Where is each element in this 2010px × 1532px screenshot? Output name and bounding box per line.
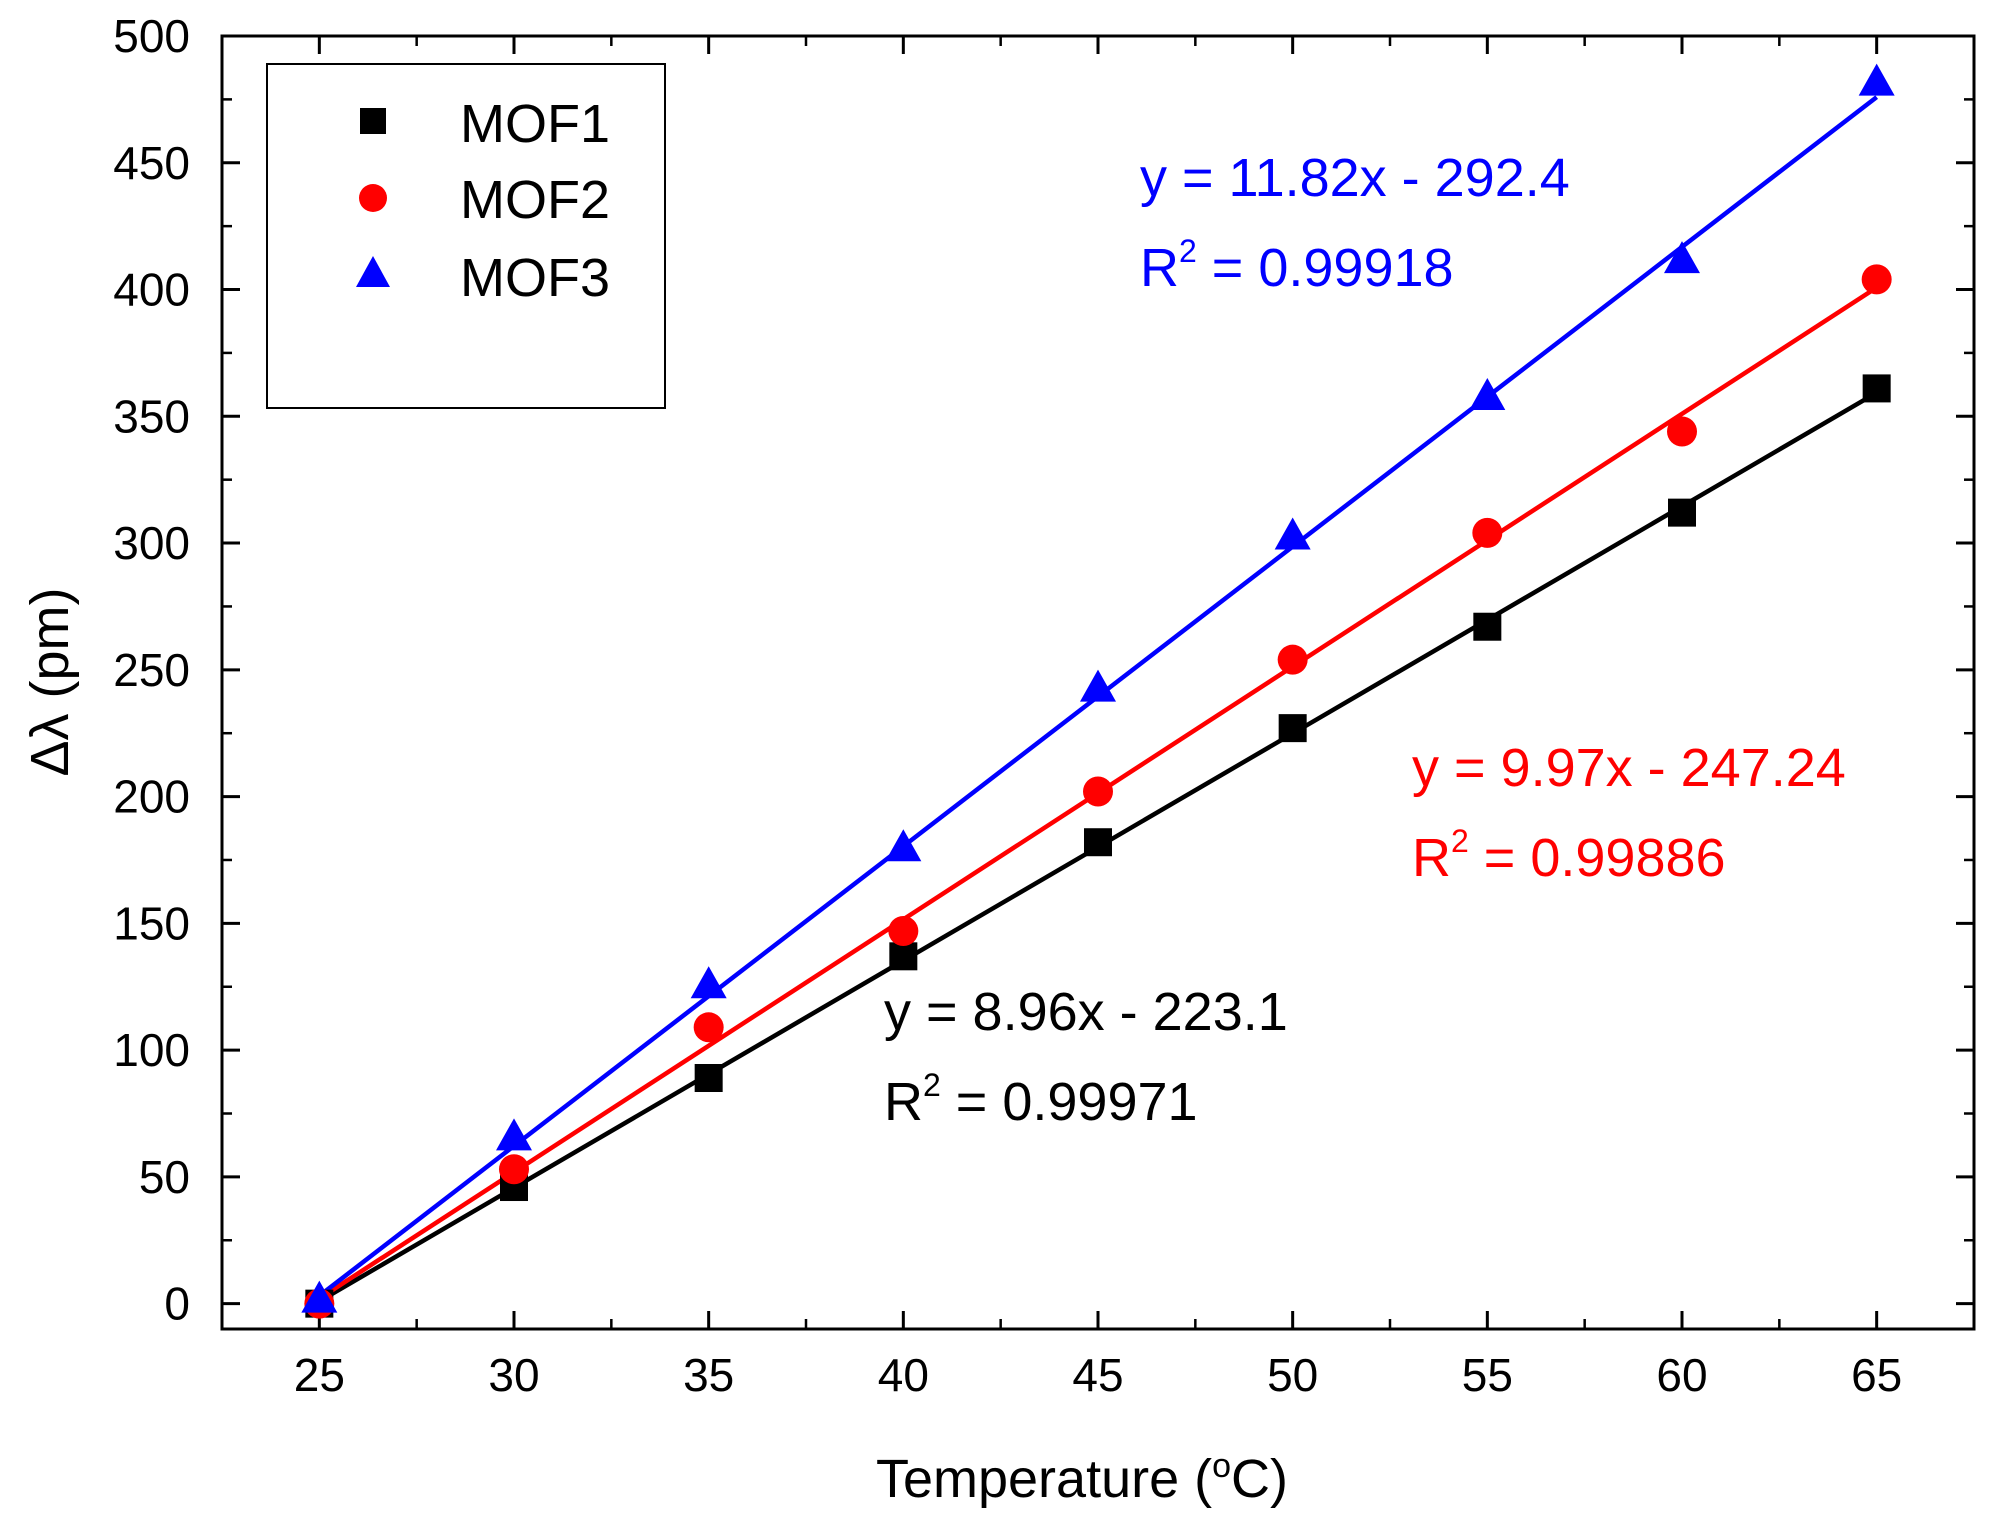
fit-annotation-mof1: y = 8.96x - 223.1 R2 = 0.99971 [884,982,1288,1132]
x-tick-label: 55 [1462,1349,1513,1401]
legend: MOF1 MOF2 MOF3 [266,63,666,409]
legend-marker-mof1 [360,108,386,134]
data-point-mof2 [1083,776,1113,807]
data-point-mof2 [1667,416,1697,447]
y-tick-label: 300 [113,517,190,569]
data-markers [301,63,1895,1319]
data-point-mof2 [1861,264,1892,295]
y-tick-label: 50 [139,1151,190,1203]
x-tick-label: 25 [294,1349,345,1401]
fit-r2-mof1: R2 = 0.99971 [884,1067,1198,1132]
data-point-mof3 [496,1118,532,1151]
data-point-mof3 [301,1280,338,1313]
fit-r2-mof3: R2 = 0.99918 [1140,233,1454,298]
data-point-mof1 [694,1064,723,1093]
y-tick-label: 350 [113,390,190,442]
legend-box [266,63,666,409]
x-tick-label: 35 [683,1349,734,1401]
x-tick-label: 30 [488,1349,539,1401]
data-point-mof1 [1668,498,1696,527]
y-tick-label: 500 [113,10,190,62]
data-point-mof2 [1472,517,1503,548]
data-point-mof1 [1473,612,1502,641]
x-tick-label: 50 [1267,1349,1318,1401]
fit-equation-mof2: y = 9.97x - 247.24 [1412,738,1846,798]
legend-marker-mof2 [359,184,387,212]
data-point-mof3 [690,966,727,999]
x-axis-label-superscript: o [1212,1447,1231,1485]
x-tick-label: 60 [1656,1349,1707,1401]
data-point-mof3 [1664,241,1700,274]
y-tick-label: 200 [113,771,190,823]
data-point-mof1 [1862,374,1891,403]
fit-equation-mof1: y = 8.96x - 223.1 [884,982,1288,1042]
legend-marker-mof3 [356,256,390,287]
data-point-mof3 [1858,63,1895,96]
legend-label-mof1: MOF1 [460,94,610,154]
data-point-mof3 [1080,669,1116,702]
fit-annotation-mof2: y = 9.97x - 247.24 R2 = 0.99886 [1412,738,1846,888]
data-point-mof3 [885,829,922,862]
fit-equation-mof3: y = 11.82x - 292.4 [1140,148,1570,208]
legend-label-mof3: MOF3 [460,248,610,308]
data-point-mof3 [1469,378,1506,411]
data-point-mof1 [889,942,918,971]
x-tick-label: 65 [1851,1349,1902,1401]
legend-label-mof2: MOF2 [460,170,610,230]
y-tick-label: 400 [113,264,190,316]
data-point-mof1 [1278,714,1307,743]
data-point-mof2 [693,1012,724,1043]
x-tick-label: 45 [1072,1349,1123,1401]
fit-r2-mof2: R2 = 0.99886 [1412,823,1726,888]
data-point-mof2 [888,915,919,946]
y-axis-label: Δλ (pm) [20,587,80,776]
y-tick-label: 0 [164,1278,190,1330]
data-point-mof3 [1274,517,1311,550]
y-tick-label: 100 [113,1024,190,1076]
tick-labels: 25 30 35 40 45 50 55 60 65 0 50 100 150 200 250 300 350 4… [113,10,1902,1401]
y-tick-label: 450 [113,137,190,189]
x-axis-label: Temperature (oC) [876,1447,1288,1509]
y-tick-label: 150 [113,897,190,949]
data-point-mof2 [1277,644,1308,675]
x-tick-label: 40 [878,1349,929,1401]
fit-annotation-mof3: y = 11.82x - 292.4 R2 = 0.99918 [1140,148,1570,298]
data-point-mof2 [499,1154,529,1185]
y-tick-label: 250 [113,644,190,696]
data-point-mof1 [1084,828,1112,857]
